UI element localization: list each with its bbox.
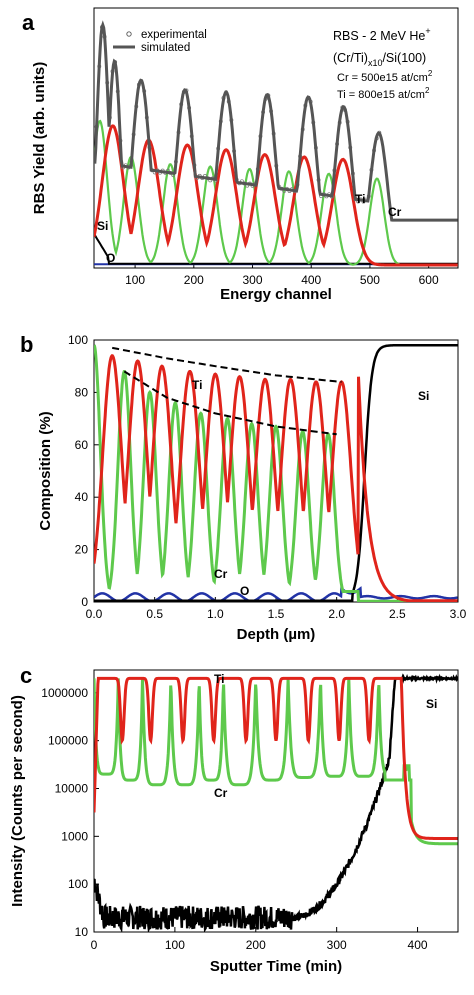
envelope-cr: [123, 370, 337, 436]
y-axis-label-a: RBS Yield (arb. units): [31, 62, 48, 215]
series-cr-c: [94, 678, 458, 846]
x-tick-label-b: 0.5: [146, 607, 163, 621]
y-tick-label-b: 40: [75, 490, 89, 504]
y-tick-label-c: 100000: [48, 734, 88, 748]
x-ticks-c: 0 100 200 300 400: [91, 927, 428, 952]
x-tick-label-a: 500: [360, 273, 380, 287]
panel-letter-b: b: [20, 332, 33, 357]
y-tick-label-b: 80: [75, 385, 89, 399]
label-o-b: O: [240, 584, 249, 598]
label-cr-b: Cr: [214, 567, 228, 581]
y-tick-label-c: 1000: [61, 829, 88, 843]
label-cr-a: Cr: [388, 205, 402, 219]
annotation-title: RBS - 2 MeV He+: [333, 26, 431, 43]
panel-c: c 0 100 200 300 400 10 100 1000 10000 100000 1000…: [9, 663, 459, 975]
panel-a: a 100 200 300 400 500 600 Energy channel RBS …: [22, 7, 459, 303]
x-axis-label-c: Sputter Time (min): [210, 958, 342, 975]
x-tick-label-c: 100: [165, 938, 185, 952]
x-axis-label-a: Energy channel: [220, 286, 332, 303]
panel-letter-c: c: [20, 663, 32, 688]
x-tick-label-b: 1.5: [268, 607, 285, 621]
x-tick-label-c: 300: [327, 938, 347, 952]
y-tick-label-c: 10: [75, 925, 89, 939]
y-ticks-c: 10 100 1000 10000 100000 1000000: [41, 686, 99, 939]
x-tick-label-b: 0.0: [86, 607, 103, 621]
series-ti-a: [94, 124, 458, 267]
x-tick-label-a: 100: [125, 273, 145, 287]
y-axis-label-c: Intensity (Counts per second): [9, 695, 26, 907]
legend-a: experimental simulated: [113, 29, 207, 54]
plot-frame-a: [93, 7, 459, 269]
x-tick-label-c: 200: [246, 938, 266, 952]
y-tick-label-c: 10000: [55, 781, 89, 795]
annotation-sample: (Cr/Ti)x10/Si(100): [333, 51, 426, 68]
envelope-ti: [112, 346, 342, 383]
x-tick-label-b: 1.0: [207, 607, 224, 621]
legend-label-simulated: simulated: [141, 42, 190, 54]
y-tick-label-b: 0: [81, 595, 88, 609]
series-ti-b: [94, 354, 458, 602]
x-axis-label-b: Depth (µm): [237, 626, 316, 643]
legend-marker-experimental: [126, 31, 132, 37]
series-si-b: [94, 343, 458, 602]
label-ti-a: Ti: [355, 192, 365, 206]
annotation-ti-dose: Ti = 800e15 at/cm2: [337, 86, 430, 101]
x-tick-label-b: 3.0: [450, 607, 467, 621]
annotation-block-a: RBS - 2 MeV He+ (Cr/Ti)x10/Si(100) Cr = …: [333, 26, 433, 101]
x-tick-label-b: 2.0: [328, 607, 345, 621]
legend-label-experimental: experimental: [141, 29, 207, 41]
y-tick-label-c: 1000000: [41, 686, 88, 700]
label-cr-c: Cr: [214, 786, 228, 800]
x-tick-label-b: 2.5: [389, 607, 406, 621]
y-tick-label-c: 100: [68, 877, 88, 891]
panel-b: b 0.0 0.5 1.0 1.5 2.0 2.5 3.0 0 20 40 60 80 100 Dep…: [20, 332, 467, 643]
label-ti-b: Ti: [192, 378, 202, 392]
y-tick-label-b: 100: [68, 333, 88, 347]
label-si-a: Si: [97, 219, 108, 233]
y-tick-label-b: 60: [75, 438, 89, 452]
y-ticks-b: 0 20 40 60 80 100: [68, 333, 99, 609]
y-axis-label-b: Composition (%): [37, 411, 54, 530]
panel-letter-a: a: [22, 10, 35, 35]
x-tick-label-c: 0: [91, 938, 98, 952]
series-cr-a: [94, 119, 458, 267]
label-si-b: Si: [418, 389, 429, 403]
annotation-cr-dose: Cr = 500e15 at/cm2: [337, 69, 433, 84]
simulated-curve-a: [94, 20, 458, 222]
series-ti-c: [94, 676, 458, 840]
label-si-c: Si: [426, 697, 437, 711]
label-o-a: O: [106, 251, 115, 265]
x-ticks-a: 100 200 300 400 500 600: [125, 263, 439, 287]
label-ti-c: Ti: [214, 672, 224, 686]
x-tick-label-a: 600: [419, 273, 439, 287]
y-tick-label-b: 20: [75, 543, 89, 557]
x-ticks-b: 0.0 0.5 1.0 1.5 2.0 2.5 3.0: [86, 597, 467, 621]
x-tick-label-a: 300: [243, 273, 263, 287]
x-tick-label-c: 400: [408, 938, 428, 952]
x-tick-label-a: 400: [301, 273, 321, 287]
x-tick-label-a: 200: [184, 273, 204, 287]
